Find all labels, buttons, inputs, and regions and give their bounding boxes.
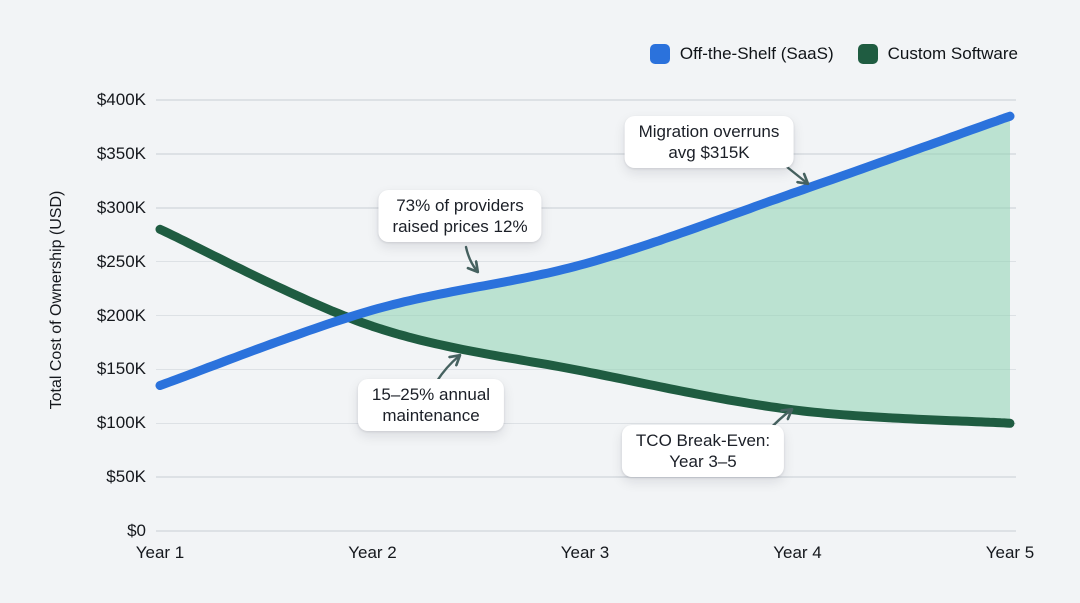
series-line-off-the-shelf-saas- [155,111,1015,390]
annotation-arrow-icon [435,353,462,383]
legend-label: Off-the-Shelf (SaaS) [679,44,834,63]
legend-swatch-icon [649,44,670,64]
x-tick-label: Year 4 [773,543,822,562]
annotation-arrow-icon [464,245,480,274]
tco-gap-area [348,116,1010,424]
y-tick-label: $200K [96,305,146,325]
annotation-arrow-icon [785,165,810,186]
annotation-tco-break-even: TCO Break-Even: Year 3–5 [621,425,785,477]
x-tick-label: Year 5 [985,543,1035,562]
annotation-providers-raised-prices: 73% of providers raised prices 12% [378,190,542,242]
gridline [156,422,1016,424]
y-tick-label: $300K [96,197,146,217]
legend-label: Custom Software [887,44,1018,63]
y-tick-label: $250K [96,251,146,271]
gridline [156,530,1016,532]
y-tick-label: $0 [127,521,146,540]
gridline [156,207,1016,209]
x-tick-label: Year 1 [135,543,185,562]
gridline [156,476,1016,478]
legend: Off-the-Shelf (SaaS) Custom Software [649,44,1018,64]
legend-item: Off-the-Shelf (SaaS) [649,44,834,64]
legend-swatch-icon [857,44,878,64]
legend-item: Custom Software [857,44,1018,64]
annotation-migration-overruns: Migration overruns avg $315K [624,116,794,168]
y-tick-label: $350K [96,143,146,163]
gridline [156,99,1016,101]
x-tick-label: Year 3 [560,543,610,562]
annotation-annual-maintenance: 15–25% annual maintenance [357,379,505,431]
x-tick-label: Year 2 [348,543,397,562]
y-tick-label: $100K [96,413,146,433]
y-tick-label: $400K [96,90,146,109]
series-line-custom-software [155,224,1015,428]
gridline [156,153,1016,155]
y-tick-label: $50K [106,467,146,487]
y-tick-label: $150K [96,359,146,379]
